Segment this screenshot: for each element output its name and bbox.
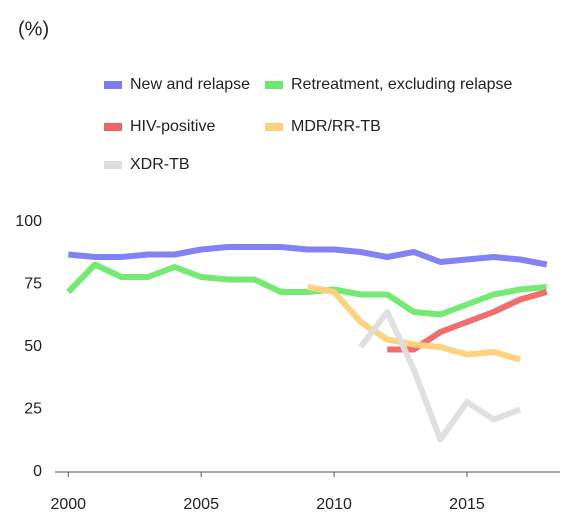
legend-label: New and relapse: [130, 76, 250, 93]
y-tick-label: 0: [33, 463, 42, 480]
series-line: [387, 289, 548, 353]
legend-swatch: [104, 81, 122, 89]
series-line: [66, 261, 547, 318]
legend-swatch: [265, 81, 283, 89]
y-tick-label: 50: [24, 338, 42, 355]
legend-label: XDR-TB: [130, 156, 190, 173]
legend-label: HIV-positive: [130, 118, 215, 135]
series-line: [68, 244, 548, 268]
x-tick-label: 2000: [50, 496, 86, 513]
legend-swatch: [104, 161, 122, 169]
y-tick-label: 25: [24, 401, 42, 418]
legend-swatch: [104, 123, 122, 131]
series-line: [358, 309, 522, 443]
legend-swatch: [265, 123, 283, 131]
y-axis-label: (%): [18, 18, 49, 40]
x-tick-label: 2015: [449, 496, 485, 513]
y-tick-label: 100: [15, 213, 42, 230]
legend-label: Retreatment, excluding relapse: [291, 76, 513, 93]
series-line: [306, 284, 521, 363]
x-tick-label: 2010: [316, 496, 352, 513]
x-tick-label: 2005: [183, 496, 219, 513]
y-tick-label: 75: [24, 276, 42, 293]
legend-label: MDR/RR-TB: [291, 118, 381, 135]
